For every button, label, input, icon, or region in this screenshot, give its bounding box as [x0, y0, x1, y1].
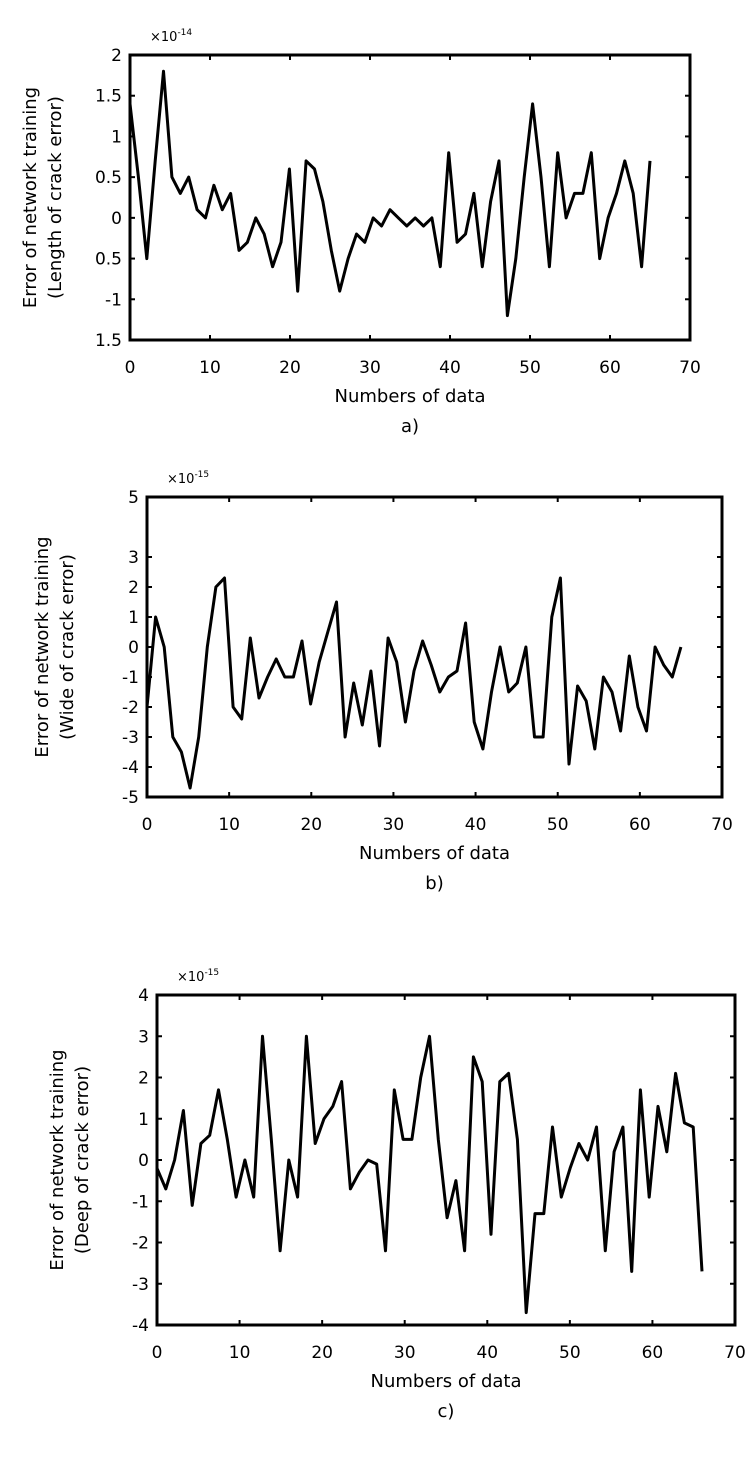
x-tick-label: 20 [279, 358, 301, 378]
y-axis-label: Error of network training [20, 87, 41, 308]
y-tick-label: 0 [138, 1151, 149, 1171]
y-tick-label: 1.5 [95, 331, 122, 351]
y-tick-label: 0.5 [95, 168, 122, 188]
y-tick-label: 2 [138, 1069, 149, 1089]
y-tick-label: -4 [122, 758, 139, 778]
x-tick-label: 10 [218, 815, 240, 835]
x-tick-label: 70 [679, 358, 701, 378]
x-tick-label: 20 [300, 815, 322, 835]
x-tick-label: 0 [142, 815, 153, 835]
y-tick-label: 1 [138, 1110, 149, 1130]
x-tick-label: 40 [439, 358, 461, 378]
x-tick-label: 60 [599, 358, 621, 378]
x-tick-label: 30 [383, 815, 405, 835]
x-tick-label: 20 [311, 1343, 333, 1363]
x-tick-label: 60 [642, 1343, 664, 1363]
y-exponent-label: ×10-15 [167, 470, 209, 487]
y-exponent-power: -14 [177, 28, 192, 38]
x-tick-label: 0 [152, 1343, 163, 1363]
y-tick-label: 3 [138, 1027, 149, 1047]
y-tick-label: -2 [122, 698, 139, 718]
plot-frame [128, 53, 692, 342]
y-tick-label: -3 [132, 1275, 149, 1295]
y-tick-label: -1 [132, 1192, 149, 1212]
y-axis-label: Error of network training [47, 1049, 68, 1270]
y-tick-label: -1 [122, 668, 139, 688]
y-tick-label: -2 [132, 1234, 149, 1254]
panel-label: c) [438, 1401, 455, 1422]
y-tick-label: -3 [122, 728, 139, 748]
chart-panel-2: 0 10 20 30 40 50 60 7053210-1-2-3-4-5×10-15Numb… [32, 470, 733, 894]
y-exponent-label: ×10-15 [177, 968, 219, 985]
y-tick-label: -5 [122, 788, 139, 808]
plot-frame [145, 495, 724, 799]
x-tick-label: 10 [199, 358, 221, 378]
y-axis-label: Error of network training [32, 536, 53, 757]
x-tick-label: 50 [519, 358, 541, 378]
y-exponent-power: -15 [204, 968, 219, 978]
y-tick-label: 0 [111, 209, 122, 229]
y-tick-label: -4 [132, 1316, 149, 1336]
chart-panel-1: 0 10 20 30 40 50 60 70 2 1.5 1 0.5 0 0.5 -1 1.5 ×10-14 Nu… [20, 28, 701, 437]
y-axis-label-sub: (Wide of crack error) [57, 554, 78, 740]
y-axis-label-sub: (Deep of crack error) [72, 1066, 93, 1254]
series-line [145, 576, 683, 790]
x-tick-label: 30 [394, 1343, 416, 1363]
y-tick-label: 2 [111, 46, 122, 66]
y-exponent-label: ×10-14 [150, 28, 192, 45]
y-tick-label: 4 [138, 986, 149, 1006]
x-tick-label: 40 [465, 815, 487, 835]
x-tick-label: 50 [547, 815, 569, 835]
x-tick-label: 50 [559, 1343, 581, 1363]
x-tick-label: 30 [359, 358, 381, 378]
x-tick-label: 0 [125, 358, 136, 378]
series-line [155, 1034, 704, 1315]
y-tick-label: 1 [128, 608, 139, 628]
series-line [128, 69, 652, 318]
x-tick-label: 70 [724, 1343, 746, 1363]
y-tick-label: 2 [128, 578, 139, 598]
panel-label: a) [401, 416, 419, 437]
panel-label: b) [425, 873, 443, 894]
x-axis-label: Numbers of data [334, 386, 485, 407]
x-axis-label: Numbers of data [370, 1371, 521, 1392]
y-tick-label: 1 [111, 127, 122, 147]
y-tick-label: 0.5 [95, 250, 122, 270]
chart-panel-3: 0 10 20 30 40 50 60 7043210-1-2-3-4×10-15Number… [47, 968, 746, 1422]
y-tick-label: 5 [128, 488, 139, 508]
x-tick-label: 60 [629, 815, 651, 835]
y-exponent-power: -15 [194, 470, 209, 480]
x-tick-label: 10 [229, 1343, 251, 1363]
x-axis-label: Numbers of data [359, 843, 510, 864]
x-tick-label: 40 [476, 1343, 498, 1363]
y-tick-label: 0 [128, 638, 139, 658]
x-tick-label: 70 [711, 815, 733, 835]
y-tick-label: -1 [105, 290, 122, 310]
y-tick-label: 1.5 [95, 87, 122, 107]
y-axis-label-sub: (Length of crack error) [45, 96, 66, 299]
y-tick-label: 3 [128, 548, 139, 568]
